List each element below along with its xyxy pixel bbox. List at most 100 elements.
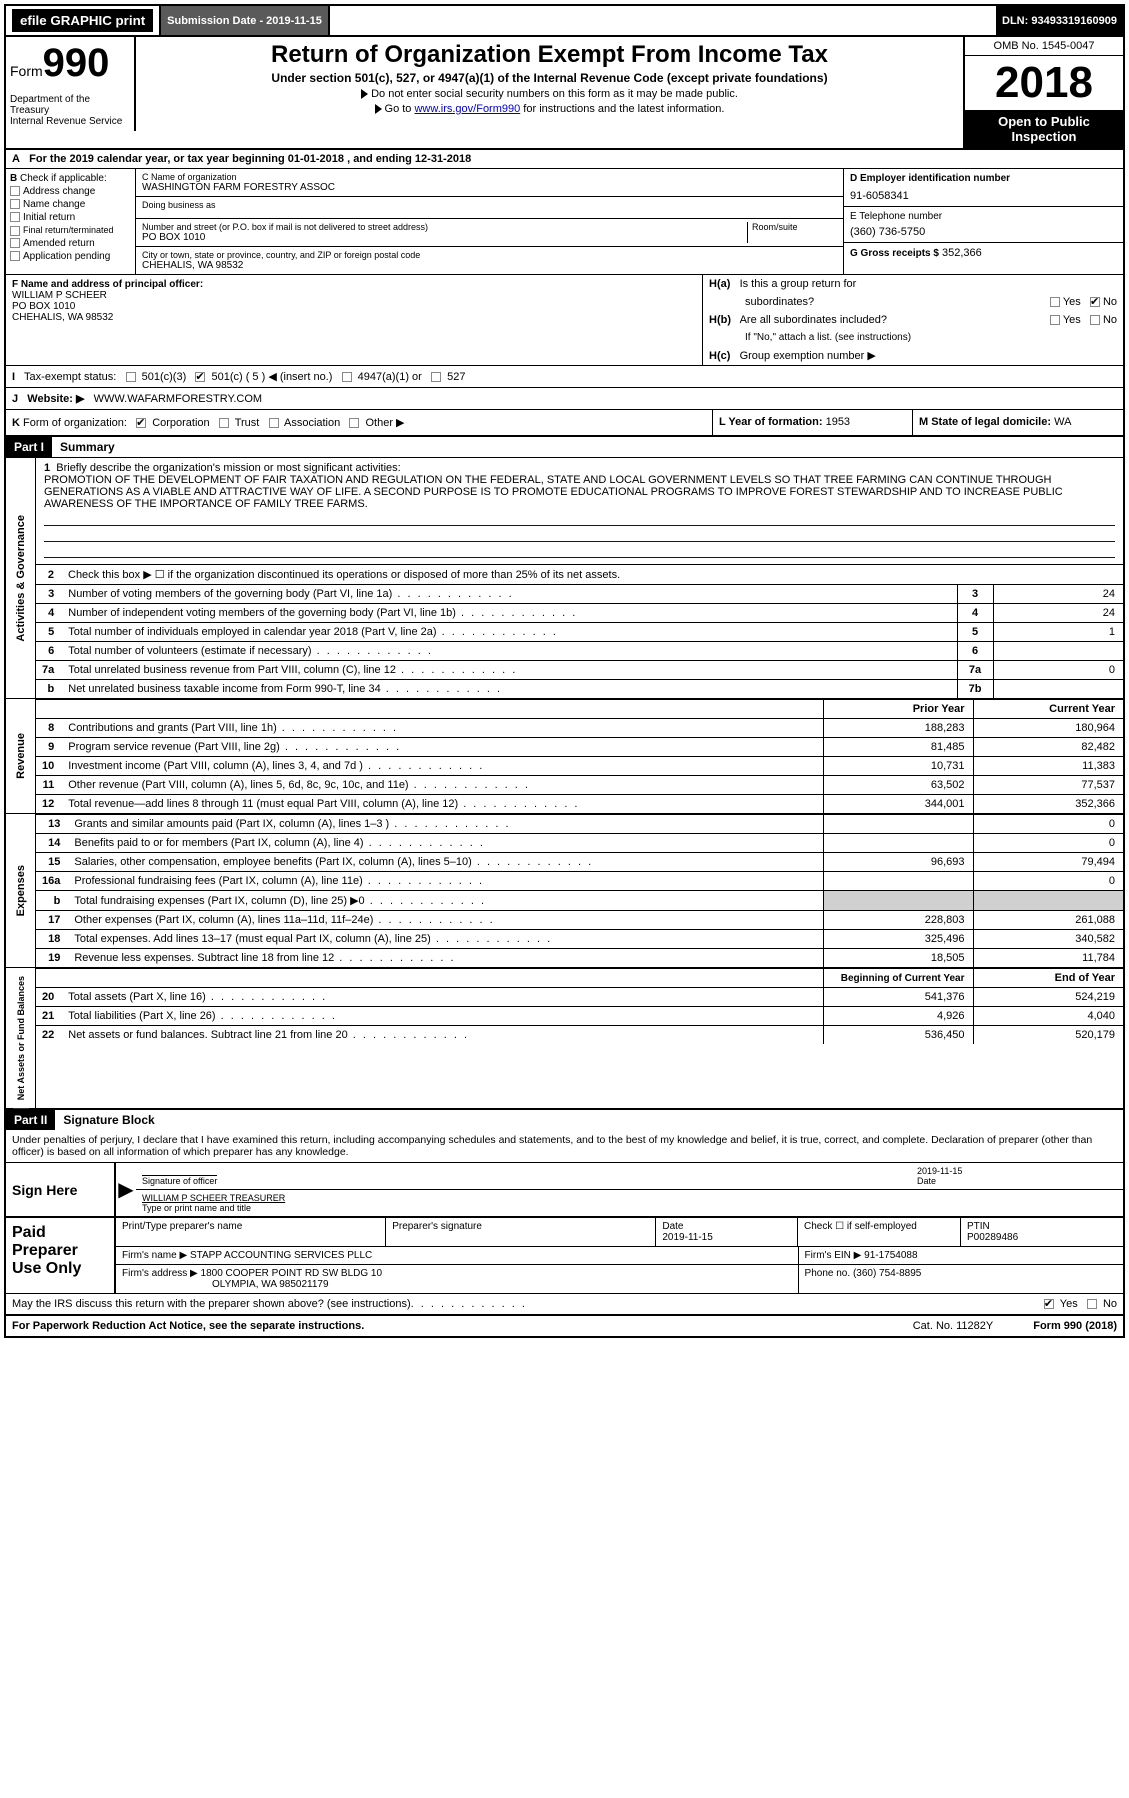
ptin-cell: PTINP00289486 <box>961 1218 1123 1246</box>
checkbox-icon <box>10 199 20 209</box>
chk-final-return[interactable]: Final return/terminated <box>10 225 131 236</box>
website-row: J Website: ▶ WWW.WAFARMFORESTRY.COM <box>6 388 1123 409</box>
gov-table: 2Check this box ▶ ☐ if the organization … <box>36 564 1123 584</box>
checkbox-checked-icon[interactable] <box>136 418 146 428</box>
sig-date: 2019-11-15 <box>917 1166 962 1176</box>
line-2: 2Check this box ▶ ☐ if the organization … <box>36 565 1123 585</box>
checkbox-checked-icon[interactable] <box>1090 297 1100 307</box>
efile-print-button[interactable]: efile GRAPHIC print <box>12 9 153 32</box>
chk-application-pending[interactable]: Application pending <box>10 251 131 262</box>
omb-number: OMB No. 1545-0047 <box>965 37 1123 56</box>
vtab-bal: Net Assets or Fund Balances <box>6 968 36 1108</box>
yes-label: Yes <box>1063 314 1081 326</box>
table-row: 3Number of voting members of the governi… <box>36 585 1123 604</box>
discuss-row: May the IRS discuss this return with the… <box>6 1293 1123 1314</box>
checkbox-icon[interactable] <box>1090 315 1100 325</box>
city-label: City or town, state or province, country… <box>142 250 837 260</box>
form-prefix: Form <box>10 63 43 79</box>
chk-address-change[interactable]: Address change <box>10 186 131 197</box>
firm-addr: 1800 COOPER POINT RD SW BLDG 10 <box>201 1268 383 1279</box>
rev-header-row: Prior YearCurrent Year <box>36 700 1123 719</box>
label-b: B <box>10 173 17 184</box>
table-row: 16aProfessional fundraising fees (Part I… <box>36 872 1123 891</box>
section-bcdeg: B Check if applicable: Address change Na… <box>6 168 1123 274</box>
bal-cy-hdr: End of Year <box>973 969 1123 988</box>
ha2-text: subordinates? <box>745 296 814 308</box>
bal-section: Net Assets or Fund Balances Beginning of… <box>6 967 1123 1108</box>
part-1-title: Summary <box>52 440 115 454</box>
sign-here-label: Sign Here <box>6 1163 116 1216</box>
table-row: 8Contributions and grants (Part VIII, li… <box>36 719 1123 738</box>
gross-label: G Gross receipts $ <box>850 248 939 259</box>
perjury-text: Under penalties of perjury, I declare th… <box>6 1130 1123 1162</box>
checkbox-checked-icon[interactable] <box>1044 1299 1054 1309</box>
prep-row-2: Firm's name ▶ STAPP ACCOUNTING SERVICES … <box>116 1247 1123 1265</box>
sig-fields: Signature of officer 2019-11-15Date WILL… <box>136 1163 1123 1216</box>
h-a2-row: subordinates? Yes No <box>703 293 1123 311</box>
chk-name-change[interactable]: Name change <box>10 199 131 210</box>
hc-text: Group exemption number ▶ <box>740 350 876 362</box>
domicile: WA <box>1054 416 1071 428</box>
part-1-badge: Part I <box>6 437 52 457</box>
opt-trust: Trust <box>235 417 260 429</box>
chk-initial-return[interactable]: Initial return <box>10 212 131 223</box>
sign-arrow-icon: ▶ <box>116 1163 136 1216</box>
label-i: I <box>12 371 15 383</box>
room-label: Room/suite <box>747 222 837 243</box>
domicile-label: M State of legal domicile: <box>919 416 1051 428</box>
ha-text: Is this a group return for <box>740 278 857 290</box>
table-row: 5Total number of individuals employed in… <box>36 623 1123 642</box>
table-row: bNet unrelated business taxable income f… <box>36 680 1123 699</box>
checkbox-icon[interactable] <box>126 372 136 382</box>
yes-label: Yes <box>1063 296 1081 308</box>
checkbox-icon[interactable] <box>269 418 279 428</box>
checkbox-icon[interactable] <box>342 372 352 382</box>
firm-ein: 91-1754088 <box>864 1250 917 1261</box>
checkbox-checked-icon[interactable] <box>195 372 205 382</box>
checkbox-icon[interactable] <box>1050 315 1060 325</box>
checkbox-icon[interactable] <box>431 372 441 382</box>
rev-table: Prior YearCurrent Year <box>36 699 1123 718</box>
label-j: J <box>12 393 18 405</box>
top-bar: efile GRAPHIC print Submission Date - 20… <box>6 6 1123 35</box>
chk-amended[interactable]: Amended return <box>10 238 131 249</box>
checkbox-icon[interactable] <box>1087 1299 1097 1309</box>
table-row: 7aTotal unrelated business revenue from … <box>36 661 1123 680</box>
firm-name: STAPP ACCOUNTING SERVICES PLLC <box>190 1250 372 1261</box>
yes-label: Yes <box>1060 1298 1078 1310</box>
bal-lines-table: 20Total assets (Part X, line 16)541,3765… <box>36 987 1123 1044</box>
addr-row: Number and street (or P.O. box if mail i… <box>136 219 843 247</box>
officer-name-cell: WILLIAM P SCHEER TREASURERType or print … <box>142 1193 1117 1213</box>
prep-date-cell: Date2019-11-15 <box>656 1218 798 1246</box>
discuss-text: May the IRS discuss this return with the… <box>12 1298 411 1310</box>
table-row: 18Total expenses. Add lines 13–17 (must … <box>36 930 1123 949</box>
addr-value: PO BOX 1010 <box>142 232 747 243</box>
irs-link[interactable]: www.irs.gov/Form990 <box>414 103 520 115</box>
officer-addr2: CHEHALIS, WA 98532 <box>12 312 696 323</box>
chk-label: Amended return <box>23 238 95 249</box>
part-2-badge: Part II <box>6 1110 55 1130</box>
checkbox-icon <box>10 251 20 261</box>
checkbox-icon[interactable] <box>219 418 229 428</box>
type-label: Type or print name and title <box>142 1203 251 1213</box>
prep-date: 2019-11-15 <box>662 1232 712 1243</box>
arrow-icon <box>375 104 382 114</box>
checkbox-icon[interactable] <box>349 418 359 428</box>
ptin-label: PTIN <box>967 1221 990 1232</box>
h-c-row: H(c) Group exemption number ▶ <box>703 346 1123 365</box>
paid-preparer-label: Paid Preparer Use Only <box>6 1218 116 1293</box>
instr-2: Go to www.irs.gov/Form990 for instructio… <box>144 103 955 115</box>
paid-preparer-block: Paid Preparer Use Only Print/Type prepar… <box>6 1216 1123 1293</box>
arrow-icon <box>361 89 368 99</box>
org-name: WASHINGTON FARM FORESTRY ASSOC <box>142 182 837 193</box>
h-a-row: H(a) Is this a group return for <box>703 275 1123 293</box>
checkbox-icon[interactable] <box>1050 297 1060 307</box>
sig-officer-row: Signature of officer 2019-11-15Date <box>136 1163 1123 1190</box>
row-j: J Website: ▶ WWW.WAFARMFORESTRY.COM <box>6 387 1123 409</box>
chk-label: Final return/terminated <box>23 225 114 235</box>
rev-lines-table: 8Contributions and grants (Part VIII, li… <box>36 718 1123 813</box>
website-label: Website: ▶ <box>27 393 84 405</box>
discuss-yesno: Yes No <box>1044 1298 1117 1310</box>
firm-phone-cell: Phone no. (360) 754-8895 <box>799 1265 1123 1293</box>
prep-table: Print/Type preparer's name Preparer's si… <box>116 1218 1123 1293</box>
